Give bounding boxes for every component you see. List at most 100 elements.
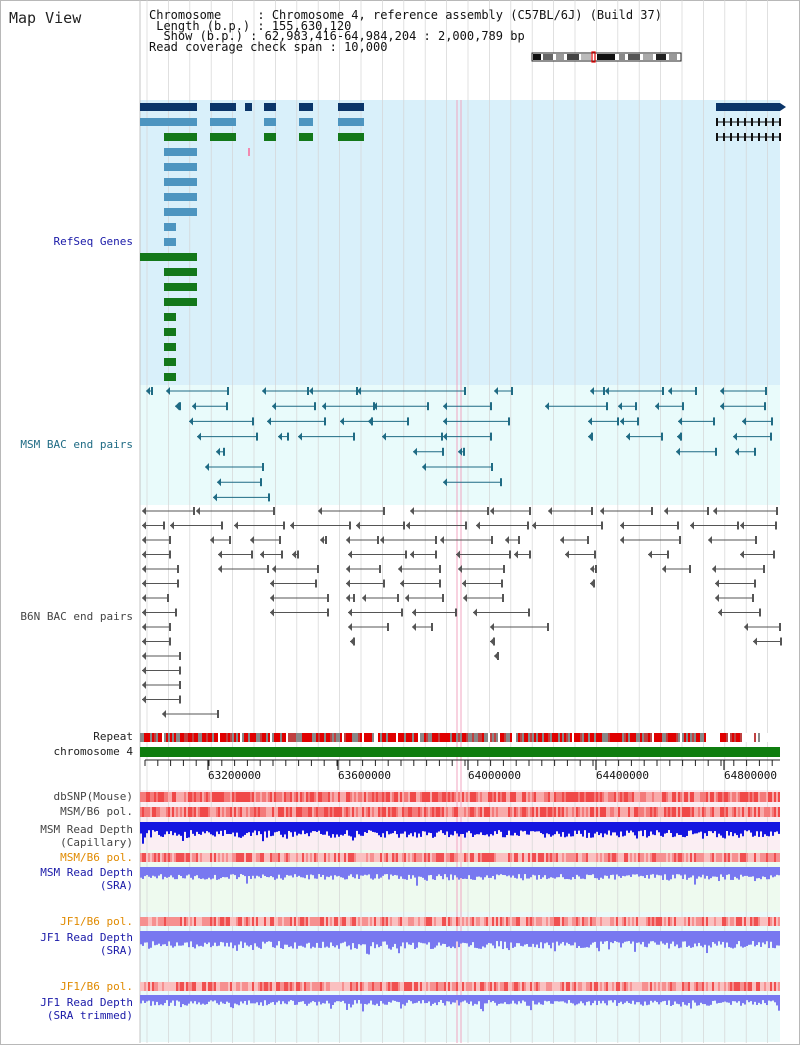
msm-capillary-depth-bar (290, 822, 292, 833)
msm-b6-pol-strip (440, 807, 442, 817)
jf1-b6-pol-strip (468, 917, 470, 926)
msm-capillary-depth-bar (296, 822, 298, 836)
msm-sra-depth-bar (454, 867, 456, 876)
msm-b6-pol-strip (194, 807, 196, 817)
msm-b6-pol-strip (312, 807, 314, 817)
jf1-b6-pol-strip (288, 917, 290, 926)
msm-capillary-depth-bar (192, 822, 194, 834)
msm-sra-depth-bar (486, 867, 488, 876)
jf1-trimmed-depth-bar (512, 995, 514, 1001)
jf1-b6-pol-trimmed-strip (754, 982, 756, 991)
dbsnp-strip (338, 792, 340, 802)
b6n-bac-pair-end (270, 579, 274, 588)
jf1-b6-pol-strip (210, 917, 212, 926)
jf1-trimmed-depth-bar (280, 995, 282, 1005)
refseq-gene-arrow (299, 103, 304, 111)
msm-b6-pol-strip (362, 807, 364, 817)
jf1-sra-depth-bar (740, 931, 742, 947)
jf1-b6-pol-trimmed-strip (276, 982, 278, 991)
msm-b6-pol-strip (268, 807, 270, 817)
dbsnp-strip (714, 792, 716, 802)
jf1-sra-depth-bar (616, 931, 618, 942)
dbsnp-strip (142, 792, 144, 802)
jf1-trimmed-depth-bar (272, 995, 274, 1002)
jf1-b6-pol-strip (442, 917, 444, 926)
jf1-b6-pol-trimmed-strip (194, 982, 196, 991)
jf1-trimmed-depth-bar (660, 995, 662, 1003)
msm-sra-depth-bar (488, 867, 490, 878)
jf1-b6-pol-strip (158, 917, 160, 926)
msm-capillary-depth-bar (488, 822, 490, 837)
msm-capillary-depth-bar (548, 822, 550, 835)
dbsnp-strip (228, 792, 230, 802)
msm-capillary-depth-bar (324, 822, 326, 835)
b6n-bac-pair-end (690, 521, 694, 530)
msm-b6-pol-strip (192, 807, 194, 817)
jf1-b6-pol-strip (550, 917, 552, 926)
jf1-sra-depth-bar (568, 931, 570, 945)
repeat-segment (500, 733, 502, 742)
dbsnp-strip (468, 792, 470, 802)
repeat-segment (380, 733, 382, 742)
msm-sra-depth-bar (510, 867, 512, 878)
msm-capillary-depth-bar (142, 822, 144, 844)
msm-capillary-depth-bar (444, 822, 446, 835)
chromosome-ideogram[interactable] (529, 51, 684, 63)
msm-b6-pol-strip (402, 807, 404, 817)
jf1-b6-pol-trimmed-strip (362, 982, 364, 991)
jf1-sra-depth-bar (490, 931, 492, 944)
jf1-b6-pol-trimmed-strip (508, 982, 510, 991)
msm-bac-pair-end (678, 417, 682, 426)
repeat-segment (504, 733, 506, 742)
msm-sra-depth-bar (336, 867, 338, 877)
dbsnp-strip (774, 792, 776, 802)
jf1-b6-pol-trimmed-strip (574, 982, 576, 991)
msm-capillary-depth-bar (396, 822, 398, 835)
jf1-sra-depth-bar (164, 931, 166, 945)
repeat-segment (522, 733, 524, 742)
jf1-trimmed-depth-bar (326, 995, 328, 1001)
msm-b6-pol-sra-strip (520, 853, 522, 862)
dbsnp-strip (420, 792, 422, 802)
dbsnp-strip (614, 792, 616, 802)
msm-b6-pol-sra-strip (168, 853, 170, 862)
msm-sra-depth-bar (370, 867, 372, 879)
msm-b6-pol-strip (208, 807, 210, 817)
jf1-trimmed-depth-bar (602, 995, 604, 1001)
jf1-b6-pol-strip (768, 917, 770, 926)
refseq-gene-arrow (299, 118, 304, 126)
msm-b6-pol-sra-strip (200, 853, 202, 862)
msm-b6-pol-sra-strip (394, 853, 396, 862)
jf1-trimmed-depth-bar (548, 995, 550, 1002)
dbsnp-strip (622, 792, 624, 802)
refseq-gene-arrow (245, 103, 250, 111)
msm-capillary-depth-bar (770, 822, 772, 832)
repeat-segment (304, 733, 306, 742)
jf1-b6-pol-trimmed-strip (660, 982, 662, 991)
jf1-b6-pol-strip (668, 917, 670, 926)
msm-b6-pol-strip (738, 807, 740, 817)
jf1-trimmed-depth-bar (386, 995, 388, 1005)
dbsnp-strip (328, 792, 330, 802)
jf1-b6-pol-trimmed-strip (370, 982, 372, 991)
dbsnp-strip (424, 792, 426, 802)
jf1-b6-pol-strip (604, 917, 606, 926)
jf1-b6-pol-strip (530, 917, 532, 926)
repeat-segment (538, 733, 540, 742)
dbsnp-strip (300, 792, 302, 802)
msm-b6-pol-strip (456, 807, 458, 817)
msm-b6-pol-strip (168, 807, 170, 817)
jf1-b6-pol-strip (296, 917, 298, 926)
refseq-gene (164, 238, 176, 246)
dbsnp-strip (436, 792, 438, 802)
msm-b6-pol-strip (458, 807, 460, 817)
jf1-b6-pol-trimmed-strip (490, 982, 492, 991)
msm-b6-pol-sra-strip (448, 853, 450, 862)
repeat-segment (294, 733, 296, 742)
jf1-trimmed-depth-bar (214, 995, 216, 1001)
repeat-segment (322, 733, 324, 742)
dbsnp-strip (730, 792, 732, 802)
jf1-b6-pol-strip (642, 917, 644, 926)
repeat-segment (444, 733, 446, 742)
b6n-bac-pair-end (315, 579, 317, 588)
